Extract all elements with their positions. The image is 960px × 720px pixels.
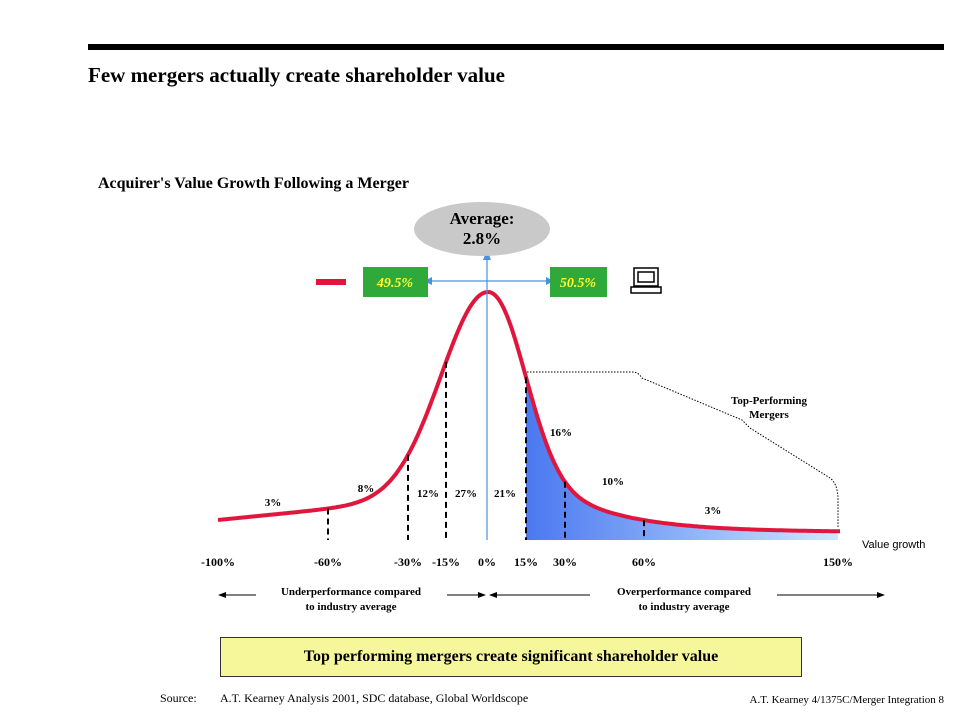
right-share-label: 50.5% (560, 276, 596, 291)
minus-icon (316, 279, 346, 285)
top-performing-label-line2: Mergers (749, 409, 789, 421)
left-share-label: 49.5% (376, 276, 413, 291)
chart-subtitle: Acquirer's Value Growth Following a Merg… (98, 175, 409, 192)
page-title: Few mergers actually create shareholder … (88, 63, 505, 87)
segment-label: 3% (705, 505, 722, 517)
over-arrow-right-head (877, 592, 885, 598)
distribution-curve (217, 289, 840, 534)
over-arrow-left-head (489, 592, 497, 598)
segment-label: 10% (602, 476, 624, 488)
x-tick-label: -30% (394, 555, 422, 569)
x-tick-label: 15% (514, 555, 538, 569)
under-label-line2: to industry average (305, 601, 396, 613)
segment-label: 8% (358, 483, 375, 495)
left-share-box (363, 267, 428, 297)
segment-label: 27% (455, 488, 477, 500)
x-tick-label: -15% (432, 555, 460, 569)
under-arrow-left-head (218, 592, 226, 598)
top-rule (88, 44, 944, 50)
x-tick-label: -100% (201, 555, 235, 569)
segment-label: 3% (265, 497, 282, 509)
source-text: A.T. Kearney Analysis 2001, SDC database… (220, 691, 529, 705)
top-performing-label-line1: Top-Performing (731, 395, 807, 407)
x-tick-label: 150% (823, 555, 853, 569)
average-label-line2: 2.8% (463, 229, 501, 248)
average-label-line1: Average: (450, 209, 515, 228)
segment-label: 16% (550, 427, 572, 439)
average-ellipse (414, 202, 550, 256)
computer-icon (630, 267, 662, 294)
x-tick-label: 60% (632, 555, 656, 569)
under-label-line1: Underperformance compared (281, 586, 421, 598)
source-label: Source: (160, 691, 197, 705)
top-performing-area (526, 377, 838, 540)
conclusion-banner: Top performing mergers create significan… (220, 637, 802, 677)
x-tick-label: 0% (478, 555, 496, 569)
x-tick-label: 30% (553, 555, 577, 569)
segment-label: 12% (417, 488, 439, 500)
x-tick-label: -60% (314, 555, 342, 569)
top-performing-bracket (527, 371, 839, 528)
footer-page-info: A.T. Kearney 4/1375C/Merger Integration … (749, 694, 944, 706)
x-axis-label: Value growth (862, 539, 925, 551)
over-label-line1: Overperformance compared (617, 586, 751, 598)
under-arrow-right-head (478, 592, 486, 598)
over-label-line2: to industry average (638, 601, 729, 613)
segment-label: 21% (494, 488, 516, 500)
right-share-box (550, 267, 607, 297)
